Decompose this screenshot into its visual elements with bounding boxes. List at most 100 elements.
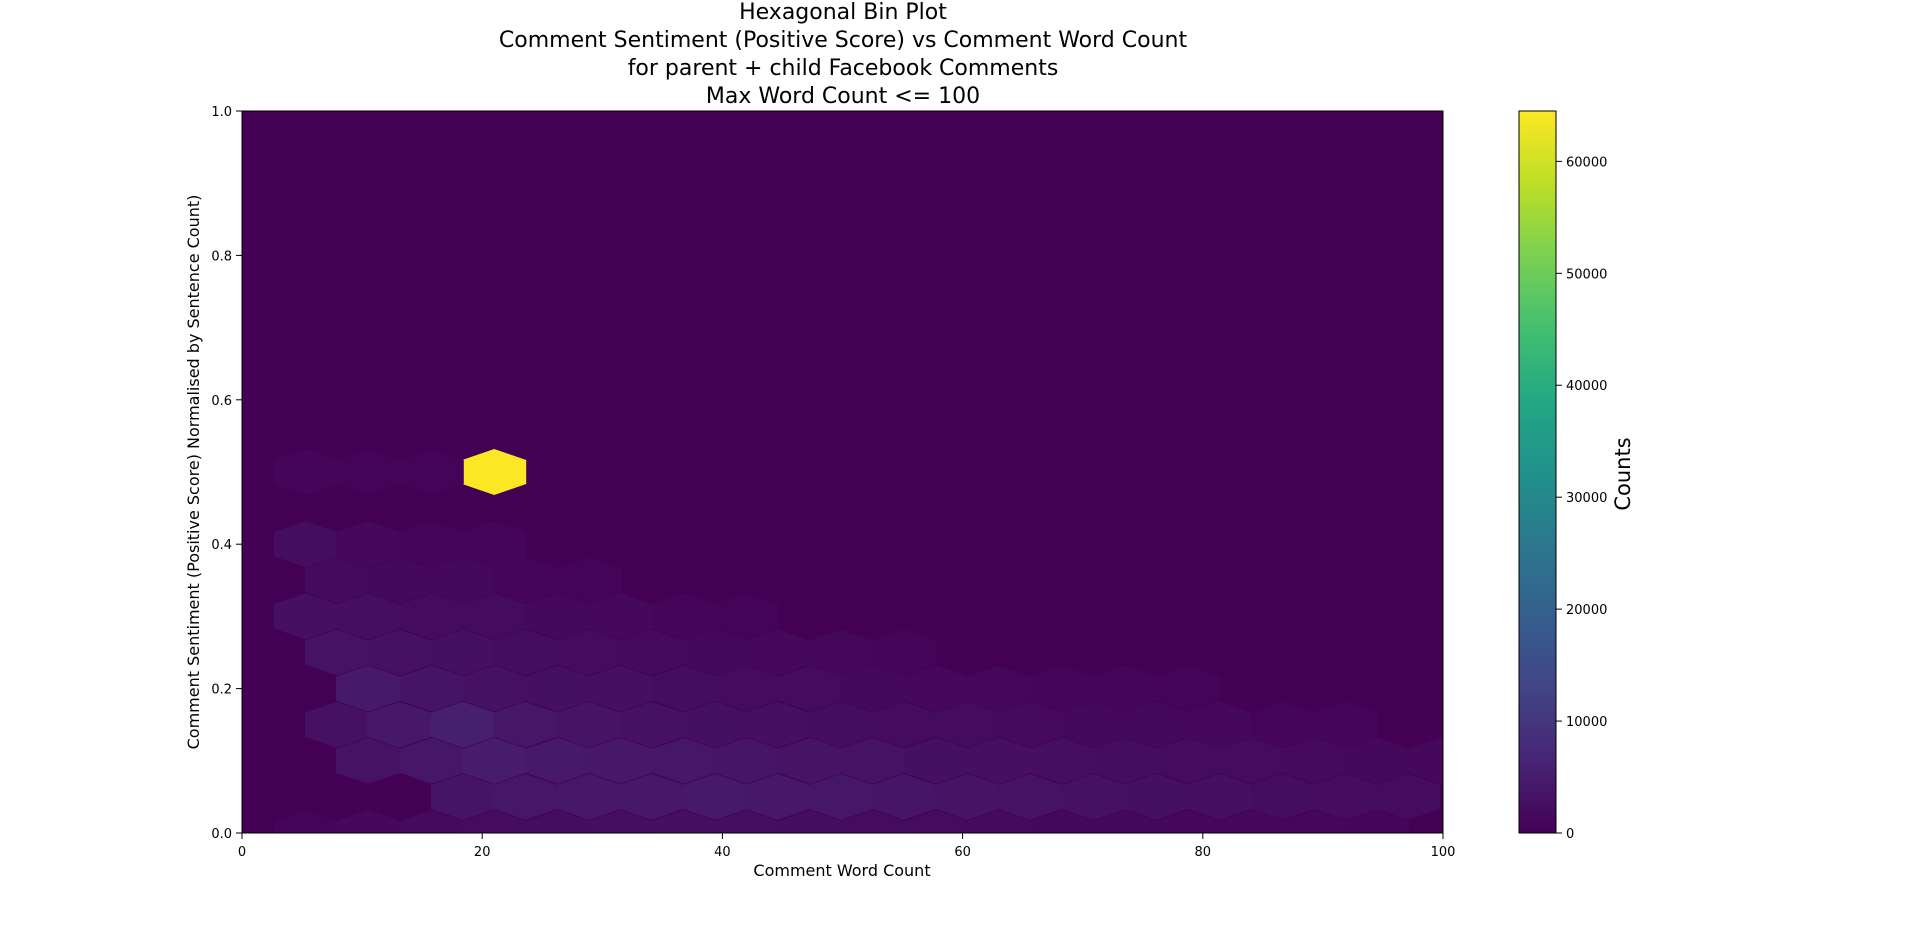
hexbin-cell: [525, 593, 590, 640]
hexbin-cell: [336, 593, 401, 640]
chart-title-line-1: Hexagonal Bin Plot: [739, 0, 947, 25]
colorbar-tick-label: 10000: [1566, 715, 1607, 730]
hexbin-cell: [652, 665, 716, 712]
hexbin-cell: [1313, 701, 1378, 748]
hexbin-layer: [273, 449, 1443, 833]
hexbin-cell: [1092, 737, 1157, 784]
hexbin-cell: [336, 665, 401, 712]
hexbin-cell: [1187, 773, 1252, 820]
hexbin-cell: [462, 593, 527, 640]
y-tick-label: 0.2: [211, 683, 232, 698]
hexbin-cell: [652, 810, 716, 833]
x-tick-label: 20: [474, 845, 491, 860]
hexbin-cell: [935, 773, 1000, 820]
x-axis: 0 20 40 60 80 100: [238, 833, 1455, 860]
hexbin-cell: [367, 557, 432, 604]
hexbin-cell: [840, 810, 905, 833]
hexbin-cell: [904, 737, 969, 784]
hexbin-cell: [871, 773, 936, 820]
hexbin-cell: [871, 701, 936, 748]
y-tick-label: 0.0: [211, 827, 232, 842]
hexbin-cell: [714, 593, 779, 640]
hexbin-cell: [1124, 701, 1188, 748]
chart-title-line-2: Comment Sentiment (Positive Score) vs Co…: [499, 28, 1188, 53]
hexbin-cell: [557, 557, 622, 604]
hexbin-cell: [1282, 810, 1347, 833]
hexbin-cell: [840, 665, 905, 712]
hexbin-cell: [1408, 737, 1443, 784]
hexbin-cell: [904, 665, 969, 712]
hexbin-cell: [367, 629, 432, 676]
y-tick-label: 0.6: [211, 394, 232, 409]
hexbin-cell: [336, 449, 401, 495]
hexbin-cell: [399, 737, 464, 784]
y-tick-label: 0.4: [211, 538, 232, 553]
hexbin-cell: [1092, 810, 1157, 833]
hexbin-cell: [367, 701, 432, 748]
hexbin-cell: [588, 737, 653, 784]
hexbin-cell: [966, 810, 1031, 833]
hexbin-cell: [966, 737, 1031, 784]
hexbin-cell: [1156, 665, 1221, 712]
hexbin-cell: [1061, 773, 1126, 820]
hexbin-cell: [336, 737, 401, 784]
hexbin-cell: [778, 665, 843, 712]
colorbar: [1518, 110, 1557, 834]
hexbin-cell: [557, 701, 622, 748]
colorbar-tick-label: 30000: [1566, 491, 1607, 506]
hexbin-cell: [935, 701, 1000, 748]
x-tick-label: 60: [954, 845, 971, 860]
hexbin-cell: [652, 737, 716, 784]
hexbin-cell: [904, 810, 969, 833]
hexbin-cell: [399, 521, 464, 568]
hexbin-cell: [809, 773, 874, 820]
colorbar-tick-label: 60000: [1566, 155, 1607, 170]
hexbin-cell: [399, 449, 464, 495]
hexbin-cell: [462, 737, 527, 784]
hexbin-cell: [525, 737, 590, 784]
hexbin-cell: [1061, 701, 1126, 748]
hexbin-cell: [431, 629, 495, 676]
plot-frame: [241, 110, 1444, 834]
hexbin-cell: [714, 810, 779, 833]
hexbin-cell: [462, 449, 527, 495]
hexbin-cell: [493, 701, 558, 748]
hexbin-cell: [336, 521, 401, 568]
hexbin-cell: [997, 701, 1062, 748]
hexbin-cell: [336, 810, 401, 833]
hexbin-cell: [871, 629, 936, 676]
hexbin-cell: [588, 593, 653, 640]
y-axis-label: Comment Sentiment (Positive Score) Norma…: [184, 195, 203, 750]
hexbin-cell: [557, 773, 622, 820]
hexbin-cell: [304, 629, 369, 676]
hexbin-cell: [431, 773, 495, 820]
y-tick-label: 1.0: [211, 105, 232, 120]
hexbin-cell: [1250, 701, 1315, 748]
chart-title-line-3: for parent + child Facebook Comments: [628, 56, 1059, 81]
hexbin-cell: [1030, 737, 1095, 784]
hexbin-cell: [399, 665, 464, 712]
colorbar-label: Counts: [1611, 437, 1635, 510]
hexbin-cell: [557, 629, 622, 676]
hexbin-cell: [683, 701, 748, 748]
hexbin-cell: [683, 773, 748, 820]
hexbin-cell: [399, 593, 464, 640]
hexbin-cell: [588, 810, 653, 833]
x-tick-label: 80: [1195, 845, 1212, 860]
hexbin-cell: [809, 701, 874, 748]
hexbin-cell: [778, 737, 843, 784]
hexbin-cell: [1376, 773, 1441, 820]
colorbar-tick-label: 20000: [1566, 603, 1607, 618]
y-axis: 0.0 0.2 0.4 0.6 0.8 1.0: [211, 105, 242, 842]
hexbin-cell: [745, 773, 810, 820]
hexbin-cell: [745, 629, 810, 676]
hexbin-cell: [778, 810, 843, 833]
hexbin-cell: [1124, 773, 1188, 820]
hexbin-cell: [714, 737, 779, 784]
hexbin-cell: [273, 521, 338, 568]
hexbin-cell: [619, 629, 684, 676]
colorbar-tick-label: 0: [1566, 827, 1574, 842]
hexbin-cell: [1282, 737, 1347, 784]
colorbar-tick-label: 50000: [1566, 267, 1607, 282]
hexbin-cell: [273, 593, 338, 640]
